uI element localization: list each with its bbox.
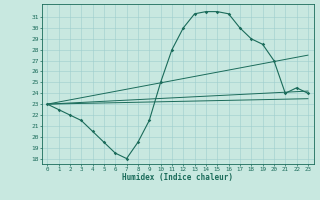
X-axis label: Humidex (Indice chaleur): Humidex (Indice chaleur) (122, 173, 233, 182)
